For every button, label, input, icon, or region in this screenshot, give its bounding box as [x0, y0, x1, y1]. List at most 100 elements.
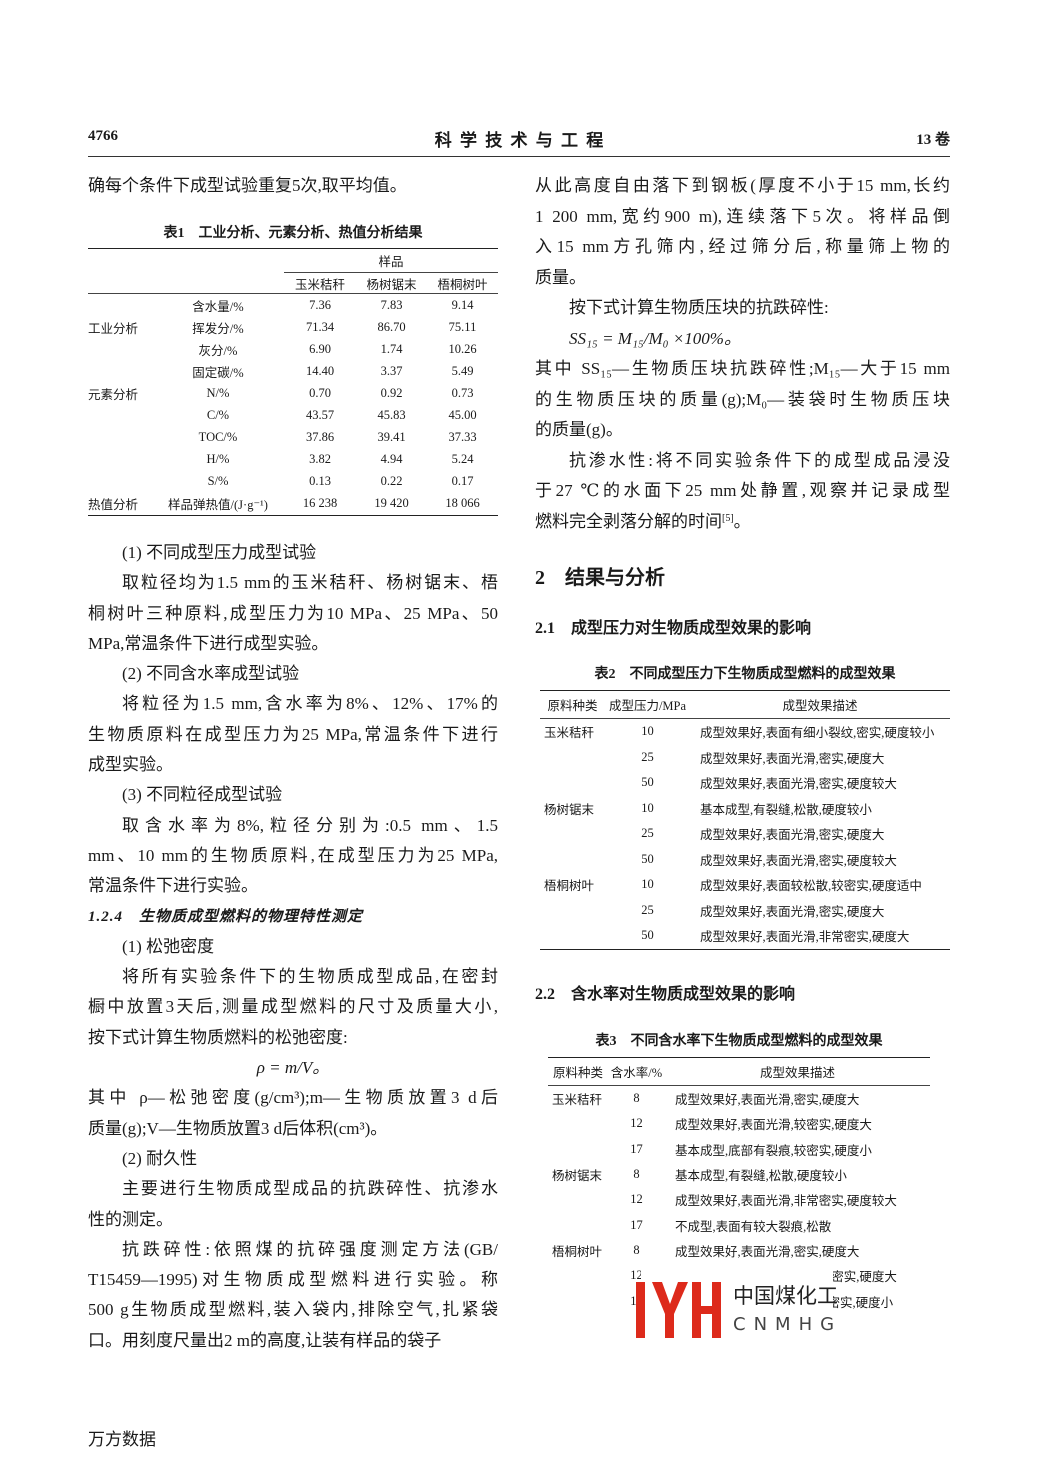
text-line: 取粒径均为1.5 mm的玉米秸秆、杨树锯末、梧 [122, 573, 498, 593]
table-cell: 7.36 [309, 297, 331, 312]
table-row: 固定碳/% 14.40 3.37 5.49 [88, 360, 498, 382]
table-head: 原料种类 成型压力/MPa 成型效果描述 [540, 690, 950, 719]
table-2: 原料种类 成型压力/MPa 成型效果描述 玉米秸秆 10 成型效果好,表面有细小裂纹,密实… [540, 690, 950, 950]
section-heading: 2 结果与分析 [535, 567, 665, 589]
journal-name: 科 学 技 术 与 工 程 [434, 131, 606, 150]
table-row: 50 成型效果好,表面光滑,非常密实,硬度大 [540, 923, 950, 949]
note: 其中 ρ—松弛密度(g/cm³);m—生物质放置3 d后 质量(g);V—生物质放… [88, 1083, 498, 1144]
table-row: 17 基本成型,底部有裂痕,较密实,硬度小 [548, 1137, 930, 1162]
paragraph: 按下式计算生物质压块的抗跌碎性: [535, 293, 950, 324]
table-cell: 4.94 [380, 452, 403, 467]
table-cell [548, 1263, 608, 1288]
table-cell: 成型效果好,表面光滑,密实,硬度较大 [700, 777, 897, 792]
text-line: 的生物质压块的质量(g);M₀—装袋时生物质压块 [535, 389, 950, 409]
text-line: (2) 耐久性 [122, 1148, 198, 1168]
text-line: 的质量(g)。 [535, 420, 623, 439]
table-cell: C/% [206, 408, 230, 423]
table-cell: 16 238 [302, 496, 338, 511]
table-cell: 50 [641, 775, 654, 790]
page-number: 4766 [88, 128, 118, 144]
logo-y [652, 1282, 688, 1338]
citation: [5] [722, 512, 734, 524]
table-cell: 含水量/% [192, 299, 244, 314]
table-cell: 17 [630, 1141, 643, 1156]
heading: (2) 不同含水率成型试验 [88, 659, 498, 689]
table-cell: 成型效果好,表面光滑,密实,硬度大 [700, 904, 885, 919]
table-cell: 成型效果好,表面光滑,密实,硬度较大 [700, 853, 897, 868]
table-cell: 梧桐树叶 [544, 879, 595, 894]
table-cell: 成型效果好,表面有细小裂纹,密实,硬度较小 [700, 726, 935, 741]
text-line: 500 g生物质成型燃料,装入袋内,排除空气,扎紧袋 [88, 1300, 498, 1320]
table-cell: 25 [641, 826, 654, 841]
text-line: 1.2.4 生物质成型燃料的物理特性测定 [88, 908, 364, 925]
note: 其中 SS₁₅—生物质压块抗跌碎性;M₁₅—大于15 mm 的生物质压块的质量(g… [535, 354, 950, 446]
continued: 从此高度自由落下到钢板(厚度不小于15 mm,长约 1 200 mm,宽约900 … [535, 171, 950, 293]
table-cell: 热值分析 [88, 498, 139, 513]
text-line: 抗渗水性:将不同实验条件下的成型成品浸没 [569, 450, 950, 470]
table-cell [88, 471, 152, 493]
text-line: 橱中放置3天后,测量成型燃料的尺寸及质量大小, [88, 997, 498, 1017]
table-cell: 37.33 [448, 430, 477, 445]
table-cell: 成型效果好,表面较松散,较密实,硬度适中 [700, 879, 922, 894]
table-cell: 7.83 [380, 297, 403, 312]
text-line: 主要进行生物质成型成品的抗跌碎性、抗渗水 [122, 1179, 498, 1199]
text-line: 其中 ρ—松弛密度(g/cm³);m—生物质放置3 d后 [88, 1088, 498, 1108]
formula: SS₁₅ = M₁₅/M₀ ×100%。 [535, 324, 950, 355]
table-cell: S/% [207, 474, 229, 489]
table-cell [540, 821, 605, 847]
table-cell [548, 1137, 608, 1162]
paragraph: 抗跌碎性:依照煤的抗碎强度测定方法(GB/T15459—1995)对生物质成型燃… [88, 1235, 498, 1356]
table-cell [548, 1212, 608, 1237]
text-line: 将粒径为1.5 mm,含水率为8%、12%、17%的 [122, 694, 498, 714]
left-text: 确每个条件下成型试验重复5次,取平均值。 [88, 171, 498, 201]
subsection-heading: 2.1 成型压力对生物质成型效果的影响 [535, 620, 812, 637]
table-cell: 基本成型,有裂缝,松散,硬度较小 [675, 1169, 847, 1184]
right-text: 从此高度自由落下到钢板(厚度不小于15 mm,长约 1 200 mm,宽约900 … [535, 171, 950, 537]
paragraph: 主要进行生物质成型成品的抗跌碎性、抗渗水 性的测定。 [88, 1174, 498, 1235]
table-1: 样品 玉米秸秆 杨树锯末 梧桐树叶 含水量/% 7.36 7.83 9.14 工业分析 挥发分/… [88, 248, 499, 516]
paragraph: 将所有实验条件下的生物质成型成品,在密封 橱中放置3天后,测量成型燃料的尺寸及质量… [88, 962, 498, 1053]
table-cell [540, 923, 605, 949]
table-cell: 8 [633, 1167, 640, 1182]
table-cell: N/% [206, 385, 230, 400]
paragraph: 取含水率为8%,粒径分别为:0.5 mm、1.5 mm、10 mm的生物质原料,在… [88, 811, 498, 902]
table-cell: 5.24 [451, 452, 474, 467]
table-row: 17 不成型,表面有较大裂痕,松散 [548, 1212, 930, 1237]
left-text: (1) 不同成型压力成型试验取粒径均为1.5 mm的玉米秸秆、杨树锯末、梧桐树叶… [88, 538, 498, 1356]
table-cell [540, 770, 605, 796]
table-cell: 71.34 [305, 319, 335, 334]
table-cell: 灰分/% [198, 343, 238, 358]
heading: (1) 不同成型压力成型试验 [88, 538, 498, 568]
header-cell: 成型效果描述 [665, 1057, 930, 1086]
table-cell [88, 338, 152, 360]
header-cell: 原料种类 [540, 690, 605, 719]
header-cell: 成型效果描述 [690, 690, 950, 719]
table-cell: 样品弹热值/(J·g⁻¹) [168, 498, 268, 513]
table-row: 25 成型效果好,表面光滑,密实,硬度大 [540, 898, 950, 924]
table-cell: 杨树锯末 [552, 1169, 603, 1184]
text-line: 桐树叶三种原料,成型压力为10 MPa、25 MPa、50 [88, 603, 498, 623]
header-cell [152, 272, 284, 294]
volume: 13 卷 [916, 132, 950, 148]
table-cell: 3.82 [309, 452, 331, 467]
table-cell: 成型效果好,表面光滑,密实,硬度大 [675, 1244, 860, 1259]
text-line: 常温条件下进行实验。 [88, 876, 258, 896]
table-row: S/% 0.13 0.22 0.17 [88, 471, 498, 493]
watermark-name: 中国煤化工 [733, 1284, 838, 1308]
table-cell: 8 [633, 1242, 640, 1257]
text-line: 其中 SS₁₅—生物质压块抗跌碎性;M₁₅—大于15 mm [535, 359, 950, 378]
text-line: (1) 松弛密度 [122, 936, 215, 956]
text-line: 1 200 mm,宽约900 m),连续落下5次。将样品倒 [535, 206, 950, 226]
table-cell [88, 427, 152, 449]
table-cell: 0.70 [309, 385, 331, 400]
table-row: 25 成型效果好,表面光滑,密实,硬度大 [540, 821, 950, 847]
text-line: 口。用刻度尺量出2 m的高度,让装有样品的袋子 [88, 1330, 442, 1350]
table-row: 梧桐树叶 10 成型效果好,表面较松散,较密实,硬度适中 [540, 872, 950, 898]
header-rule [88, 156, 950, 157]
table-title: 表3 不同含水率下生物质成型燃料的成型效果 [595, 1034, 883, 1049]
table-row: 梧桐树叶 8 成型效果好,表面光滑,密实,硬度大 [548, 1238, 930, 1263]
table-cell: 基本成型,有裂缝,松散,硬度较小 [700, 802, 872, 817]
table-row: 50 成型效果好,表面光滑,密实,硬度较大 [540, 847, 950, 873]
table-row: 元素分析 N/% 0.70 0.92 0.73 [88, 382, 498, 404]
table-cell: 19 420 [374, 496, 409, 511]
